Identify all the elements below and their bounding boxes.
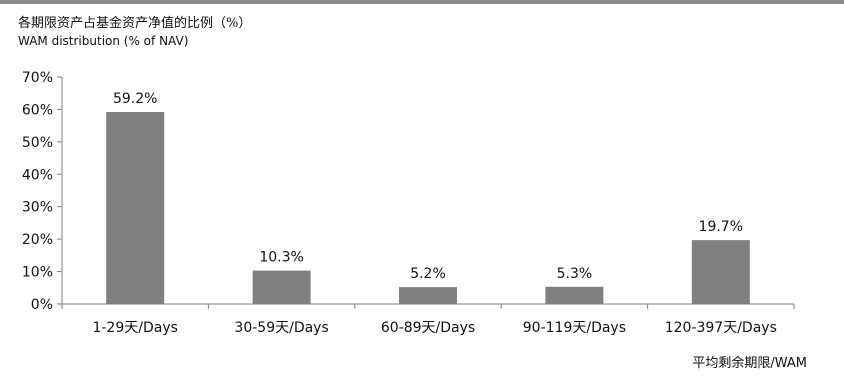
- category-label-2: 60-89天/Days: [381, 320, 475, 336]
- bar-4: [691, 240, 750, 304]
- y-tick-label-5: 50%: [22, 135, 53, 151]
- category-label-0: 1-29天/Days: [92, 320, 177, 336]
- bar-3: [545, 286, 604, 304]
- bar-1: [252, 270, 311, 304]
- category-label-1: 30-59天/Days: [234, 320, 328, 336]
- y-tick-label-2: 20%: [22, 232, 53, 248]
- y-tick-label-3: 30%: [22, 200, 53, 216]
- y-tick-label-7: 70%: [22, 70, 53, 86]
- y-tick-label-4: 40%: [22, 167, 53, 183]
- category-label-4: 120-397天/Days: [665, 320, 777, 336]
- value-label-1: 10.3%: [259, 250, 303, 266]
- value-label-0: 59.2%: [113, 91, 157, 107]
- category-label-3: 90-119天/Days: [523, 320, 626, 336]
- bar-0: [106, 112, 165, 304]
- top-rule: [0, 0, 844, 4]
- chart-title-en: WAM distribution (% of NAV): [18, 34, 189, 48]
- y-tick-label-0: 0%: [31, 297, 53, 313]
- y-tick-label-1: 10%: [22, 265, 53, 281]
- chart-title-cn: 各期限资产占基金资产净值的比例（%）: [18, 16, 252, 31]
- value-label-3: 5.3%: [557, 266, 593, 282]
- value-label-4: 19.7%: [699, 219, 743, 235]
- x-axis-label: 平均剩余期限/WAM: [692, 356, 807, 371]
- bar-2: [399, 287, 457, 304]
- value-label-2: 5.2%: [410, 266, 446, 282]
- y-tick-label-6: 60%: [22, 102, 53, 118]
